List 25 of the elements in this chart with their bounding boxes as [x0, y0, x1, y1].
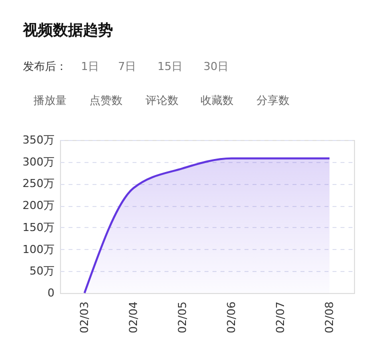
text: 播放量 [34, 94, 66, 107]
y-tick-label: 150万 [22, 220, 54, 234]
chart-title: 视频数据趋势 [22, 21, 113, 39]
x-tick-label: 02/07 [274, 302, 287, 334]
text: 1日 [81, 60, 99, 73]
y-tick-label: 0 [48, 286, 54, 300]
text: 点赞数 [90, 94, 122, 107]
text: 15日 [158, 60, 182, 73]
x-tick-label: 02/03 [78, 302, 91, 334]
y-tick-label: 100万 [22, 242, 54, 256]
x-tick-label: 02/06 [225, 302, 238, 334]
y-tick-label: 200万 [22, 199, 54, 212]
text: 收藏数 [200, 94, 234, 107]
y-tick-label: 350万 [22, 134, 54, 146]
y-tick-label: 50万 [30, 264, 54, 278]
text: 7日 [118, 60, 136, 73]
y-tick-label: 250万 [22, 177, 54, 190]
x-tick-label: 02/08 [323, 302, 336, 334]
y-tick-label: 300万 [22, 155, 54, 168]
text: 分享数 [256, 94, 290, 107]
x-tick-label: 02/04 [127, 302, 140, 334]
x-tick-label: 02/05 [176, 302, 189, 334]
text: 评论数 [146, 94, 178, 107]
text: 发布后： [23, 60, 67, 73]
text: 30日 [204, 60, 228, 73]
